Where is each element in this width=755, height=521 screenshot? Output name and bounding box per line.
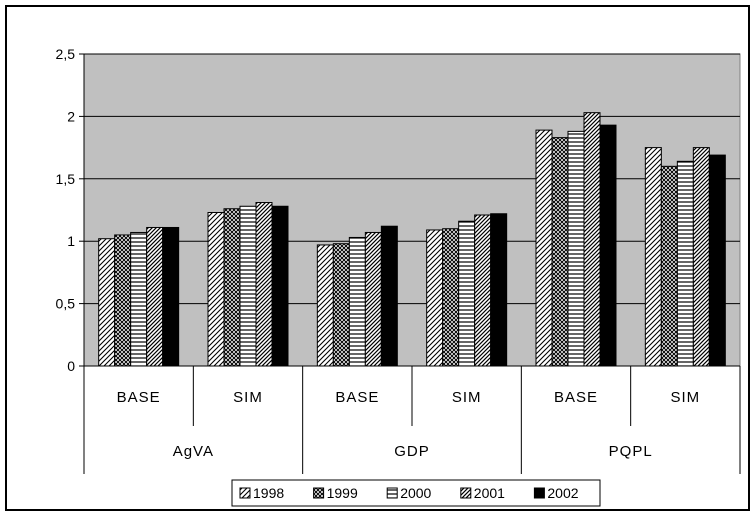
bar-2002 xyxy=(271,205,289,367)
axis-labels: 0 0,5 1 1,5 2 2,5 BASE SIM BASE SIM BASE SIM AgVA GDP… xyxy=(56,46,700,460)
bar-2000 xyxy=(348,236,366,367)
y-tick-label: 2 xyxy=(67,108,75,124)
bar-2000 xyxy=(458,220,476,367)
bar-1998 xyxy=(535,129,553,367)
legend-label: 2001 xyxy=(474,485,505,501)
bars xyxy=(98,112,726,367)
bar-1999 xyxy=(660,165,678,367)
bar-1998 xyxy=(426,229,444,367)
legend-label: 1999 xyxy=(327,485,358,501)
bar-1998 xyxy=(98,238,116,367)
legend-swatch-1999 xyxy=(313,487,325,499)
bar-1999 xyxy=(332,243,350,367)
bar-2000 xyxy=(130,231,148,367)
bar-1999 xyxy=(442,228,460,367)
bar-1998 xyxy=(207,211,225,367)
bar-2000 xyxy=(676,160,694,367)
bar-2001 xyxy=(146,226,164,367)
category-label: SIM xyxy=(452,389,482,406)
bar-2002 xyxy=(380,225,398,367)
category-label: BASE xyxy=(554,389,598,406)
legend: 1998 1999 2000 2001 2002 xyxy=(231,479,601,507)
axes xyxy=(79,53,741,474)
bar-1999 xyxy=(551,137,569,367)
y-tick-label: 0 xyxy=(67,358,75,374)
gridlines xyxy=(84,53,740,305)
bar-2000 xyxy=(239,205,257,367)
group-label: GDP xyxy=(394,443,430,460)
bar-2001 xyxy=(692,147,710,367)
legend-label: 1998 xyxy=(253,485,284,501)
legend-swatch-2001 xyxy=(460,487,472,499)
bar-1999 xyxy=(223,208,241,367)
bar-2002 xyxy=(708,154,726,367)
bar-2001 xyxy=(255,202,273,367)
y-tick-label: 1 xyxy=(67,233,75,249)
category-label: BASE xyxy=(335,389,379,406)
category-label: SIM xyxy=(670,389,700,406)
category-label: SIM xyxy=(233,389,263,406)
legend-label: 2002 xyxy=(547,485,578,501)
group-label: AgVA xyxy=(173,443,214,460)
legend-label: 2000 xyxy=(400,485,431,501)
bar-1998 xyxy=(316,244,334,367)
bar-2002 xyxy=(162,226,180,367)
y-tick-label: 2,5 xyxy=(56,46,76,62)
legend-swatch-2002 xyxy=(533,487,545,499)
bar-2001 xyxy=(583,112,601,367)
bar-1999 xyxy=(114,234,132,367)
bar-2002 xyxy=(599,124,617,367)
legend-swatch-2000 xyxy=(386,487,398,499)
bar-2001 xyxy=(474,214,492,367)
bar-1998 xyxy=(644,147,662,367)
group-label: PQPL xyxy=(609,443,653,460)
category-label: BASE xyxy=(117,389,161,406)
bar-2001 xyxy=(364,231,382,367)
y-tick-label: 0,5 xyxy=(56,296,76,312)
bar-2002 xyxy=(490,213,508,367)
legend-swatch-1998 xyxy=(239,487,251,499)
bar-2000 xyxy=(567,130,585,367)
plot-area xyxy=(83,53,741,367)
y-tick-label: 1,5 xyxy=(56,171,76,187)
